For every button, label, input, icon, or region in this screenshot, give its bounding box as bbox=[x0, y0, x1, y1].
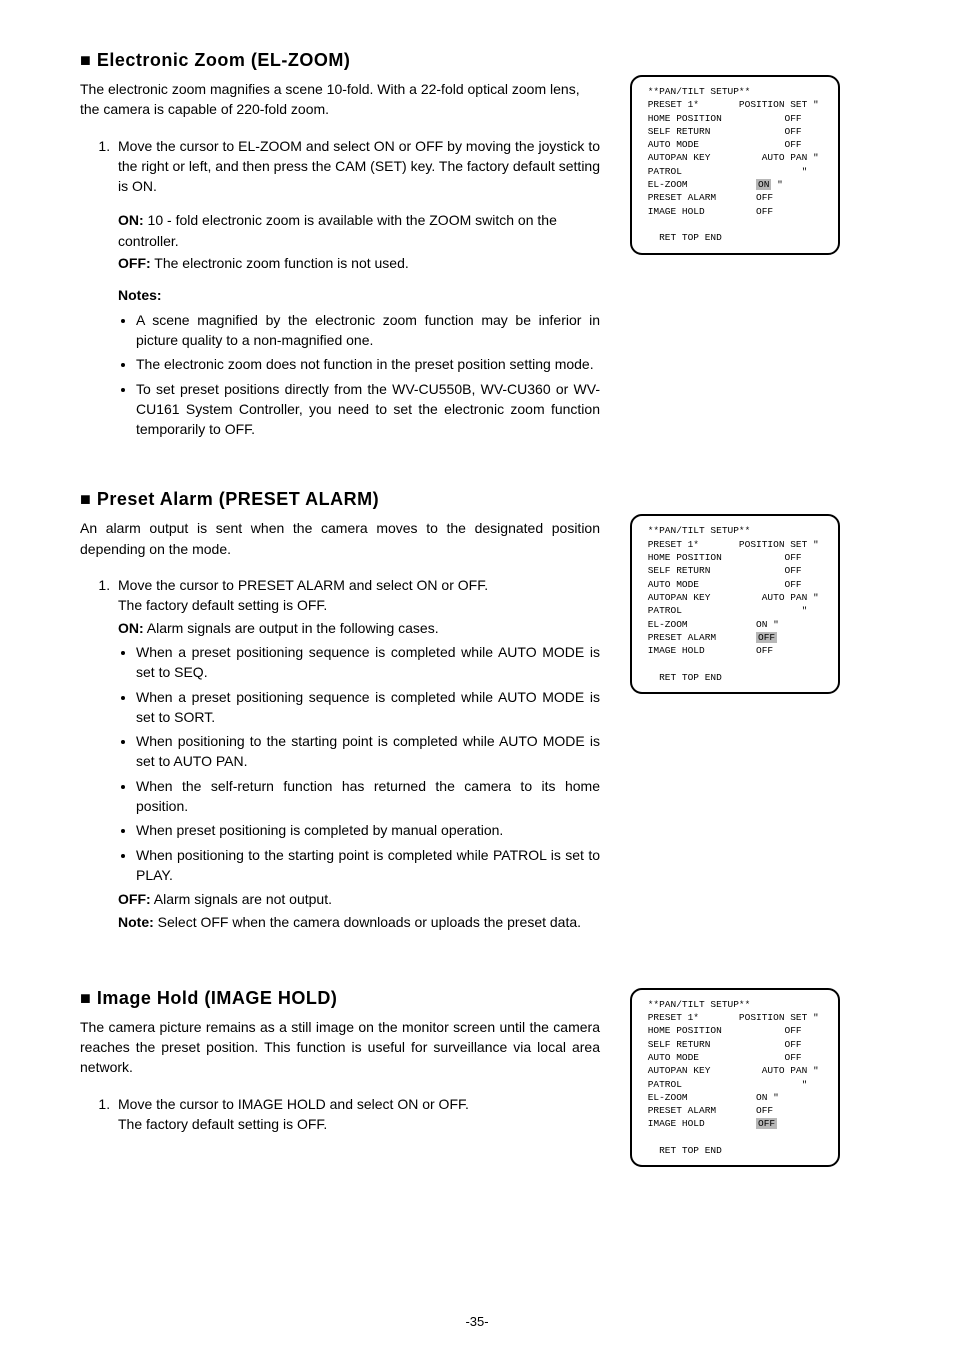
notes-label: Notes: bbox=[118, 285, 600, 305]
preset-alarm-on-list: When a preset positioning sequence is co… bbox=[118, 642, 600, 885]
preset-alarm-step-1a: Move the cursor to PRESET ALARM and sele… bbox=[118, 575, 600, 595]
preset-alarm-step-1b: The factory default setting is OFF. bbox=[118, 595, 600, 615]
el-zoom-note-1: A scene magnified by the electronic zoom… bbox=[136, 310, 600, 351]
section-gap-1 bbox=[80, 443, 879, 489]
section-preset-alarm-menu-col: **PAN/TILT SETUP** PRESET 1* POSITION SE… bbox=[630, 489, 840, 694]
el-zoom-step-1: Move the cursor to EL-ZOOM and select ON… bbox=[114, 136, 600, 440]
section-title-preset-alarm: ■ Preset Alarm (PRESET ALARM) bbox=[80, 489, 600, 510]
el-zoom-off-line: OFF: The electronic zoom function is not… bbox=[118, 253, 600, 273]
text-on-2: Alarm signals are output in the followin… bbox=[144, 620, 439, 636]
preset-alarm-case-6: When positioning to the starting point i… bbox=[136, 845, 600, 886]
section-image-hold-text: ■ Image Hold (IMAGE HOLD) The camera pic… bbox=[80, 988, 600, 1134]
preset-alarm-case-1: When a preset positioning sequence is co… bbox=[136, 642, 600, 683]
image-hold-step-1: Move the cursor to IMAGE HOLD and select… bbox=[114, 1094, 600, 1135]
section-title-image-hold: ■ Image Hold (IMAGE HOLD) bbox=[80, 988, 600, 1009]
preset-alarm-intro: An alarm output is sent when the camera … bbox=[80, 518, 600, 559]
section-el-zoom: ■ Electronic Zoom (EL-ZOOM) The electron… bbox=[80, 50, 879, 443]
section-preset-alarm-text: ■ Preset Alarm (PRESET ALARM) An alarm o… bbox=[80, 489, 600, 931]
section-image-hold: ■ Image Hold (IMAGE HOLD) The camera pic… bbox=[80, 988, 879, 1168]
el-zoom-note-3: To set preset positions directly from th… bbox=[136, 379, 600, 440]
note-label-2: Note: bbox=[118, 914, 154, 930]
section-title-el-zoom: ■ Electronic Zoom (EL-ZOOM) bbox=[80, 50, 600, 71]
el-zoom-note-2: The electronic zoom does not function in… bbox=[136, 354, 600, 374]
menu-box-preset-alarm: **PAN/TILT SETUP** PRESET 1* POSITION SE… bbox=[630, 514, 840, 694]
preset-alarm-steps: Move the cursor to PRESET ALARM and sele… bbox=[80, 575, 600, 932]
text-on: 10 - fold electronic zoom is available w… bbox=[118, 212, 557, 248]
section-image-hold-menu-col: **PAN/TILT SETUP** PRESET 1* POSITION SE… bbox=[630, 988, 840, 1168]
el-zoom-steps: Move the cursor to EL-ZOOM and select ON… bbox=[80, 136, 600, 440]
label-off: OFF: bbox=[118, 255, 151, 271]
image-hold-steps: Move the cursor to IMAGE HOLD and select… bbox=[80, 1094, 600, 1135]
image-hold-intro: The camera picture remains as a still im… bbox=[80, 1017, 600, 1078]
preset-alarm-off-line: OFF: Alarm signals are not output. bbox=[118, 889, 600, 909]
label-on-2: ON: bbox=[118, 620, 144, 636]
image-hold-step-1a: Move the cursor to IMAGE HOLD and select… bbox=[118, 1094, 600, 1114]
note-text-2: Select OFF when the camera downloads or … bbox=[154, 914, 581, 930]
el-zoom-intro: The electronic zoom magnifies a scene 10… bbox=[80, 79, 600, 120]
section-gap-2 bbox=[80, 932, 879, 988]
preset-alarm-step-1: Move the cursor to PRESET ALARM and sele… bbox=[114, 575, 600, 932]
label-off-2: OFF: bbox=[118, 891, 151, 907]
menu-box-el-zoom: **PAN/TILT SETUP** PRESET 1* POSITION SE… bbox=[630, 75, 840, 255]
image-hold-step-1b: The factory default setting is OFF. bbox=[118, 1114, 600, 1134]
preset-alarm-case-4: When the self-return function has return… bbox=[136, 776, 600, 817]
section-preset-alarm: ■ Preset Alarm (PRESET ALARM) An alarm o… bbox=[80, 489, 879, 931]
preset-alarm-on-line: ON: Alarm signals are output in the foll… bbox=[118, 618, 600, 638]
section-el-zoom-menu-col: **PAN/TILT SETUP** PRESET 1* POSITION SE… bbox=[630, 50, 840, 255]
page-number: -35- bbox=[0, 1314, 954, 1329]
preset-alarm-case-3: When positioning to the starting point i… bbox=[136, 731, 600, 772]
label-on: ON: bbox=[118, 212, 144, 228]
section-el-zoom-text: ■ Electronic Zoom (EL-ZOOM) The electron… bbox=[80, 50, 600, 443]
preset-alarm-case-2: When a preset positioning sequence is co… bbox=[136, 687, 600, 728]
menu-box-image-hold: **PAN/TILT SETUP** PRESET 1* POSITION SE… bbox=[630, 988, 840, 1168]
el-zoom-on-line: ON: 10 - fold electronic zoom is availab… bbox=[118, 210, 600, 251]
text-off-2: Alarm signals are not output. bbox=[151, 891, 332, 907]
text-off: The electronic zoom function is not used… bbox=[151, 255, 409, 271]
el-zoom-notes-list: A scene magnified by the electronic zoom… bbox=[118, 310, 600, 440]
el-zoom-step-1-text: Move the cursor to EL-ZOOM and select ON… bbox=[118, 136, 600, 197]
preset-alarm-case-5: When preset positioning is completed by … bbox=[136, 820, 600, 840]
document-page: ■ Electronic Zoom (EL-ZOOM) The electron… bbox=[0, 0, 954, 1349]
preset-alarm-note: Note: Select OFF when the camera downloa… bbox=[118, 912, 600, 932]
